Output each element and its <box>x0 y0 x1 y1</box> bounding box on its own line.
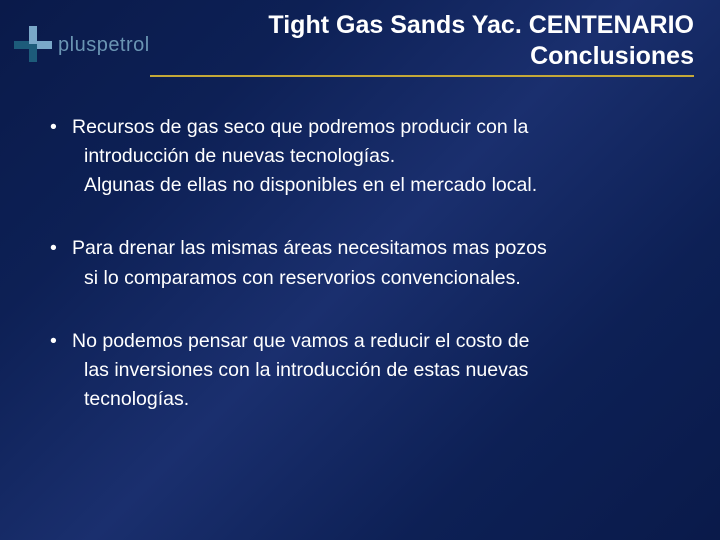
slide-content: • Recursos de gas seco que podremos prod… <box>0 77 720 415</box>
bullet-marker-icon: • <box>50 113 72 142</box>
title-underline <box>150 75 694 77</box>
bullet-first-line: • Recursos de gas seco que podremos prod… <box>50 113 680 142</box>
title-line-1: Tight Gas Sands Yac. CENTENARIO <box>150 10 694 41</box>
title-block: Tight Gas Sands Yac. CENTENARIO Conclusi… <box>150 10 700 77</box>
brand-logo: pluspetrol <box>12 24 150 66</box>
slide-header: pluspetrol Tight Gas Sands Yac. CENTENAR… <box>0 0 720 77</box>
bullet-sub-line: introducción de nuevas tecnologías. <box>50 142 680 171</box>
bullet-first-line: • No podemos pensar que vamos a reducir … <box>50 327 680 356</box>
bullet-text: Recursos de gas seco que podremos produc… <box>72 113 680 142</box>
pluspetrol-icon <box>12 24 54 66</box>
bullet-item: • Recursos de gas seco que podremos prod… <box>50 113 680 201</box>
bullet-first-line: • Para drenar las mismas áreas necesitam… <box>50 234 680 263</box>
bullet-sub-line: las inversiones con la introducción de e… <box>50 356 680 385</box>
bullet-text: Para drenar las mismas áreas necesitamos… <box>72 234 680 263</box>
bullet-marker-icon: • <box>50 234 72 263</box>
brand-name: pluspetrol <box>58 34 150 57</box>
bullet-sub-line: Algunas de ellas no disponibles en el me… <box>50 171 680 200</box>
bullet-item: • No podemos pensar que vamos a reducir … <box>50 327 680 415</box>
bullet-item: • Para drenar las mismas áreas necesitam… <box>50 234 680 293</box>
bullet-text: No podemos pensar que vamos a reducir el… <box>72 327 680 356</box>
bullet-marker-icon: • <box>50 327 72 356</box>
title-line-2: Conclusiones <box>150 41 694 72</box>
bullet-sub-line: tecnologías. <box>50 385 680 414</box>
bullet-sub-line: si lo comparamos con reservorios convenc… <box>50 264 680 293</box>
